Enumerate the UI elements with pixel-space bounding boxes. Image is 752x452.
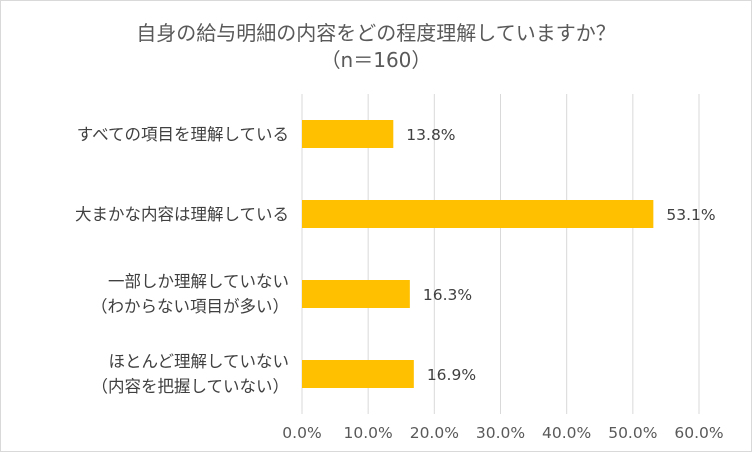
category-label-line: 大まかな内容は理解している <box>74 204 289 224</box>
x-tick-label: 10.0% <box>344 424 393 442</box>
bar <box>302 200 654 228</box>
data-label: 13.8% <box>406 126 455 144</box>
category-label-line: 一部しか理解していない <box>107 272 289 291</box>
category-label-line: すべての項目を理解している <box>76 124 289 144</box>
data-label: 53.1% <box>666 206 715 224</box>
data-label: 16.9% <box>427 366 476 384</box>
chart-title: 自身の給与明細の内容をどの程度理解していますか？ <box>136 21 616 45</box>
chart-subtitle: （n＝160） <box>320 48 432 72</box>
bar <box>302 360 414 388</box>
category-label-line: （内容を把握していない） <box>91 377 289 396</box>
data-label: 16.3% <box>423 286 472 304</box>
bar <box>302 280 410 308</box>
x-tick-label: 40.0% <box>542 424 591 442</box>
x-tick-label: 20.0% <box>410 424 459 442</box>
category-label-line: ほとんど理解していない <box>108 352 289 371</box>
x-tick-label: 0.0% <box>282 424 321 442</box>
bar <box>302 120 394 148</box>
category-label: ほとんど理解していない （内容を把握していない） <box>91 349 289 399</box>
category-label: 大まかな内容は理解している <box>75 202 289 227</box>
x-tick-label: 50.0% <box>608 424 657 442</box>
category-label-line: （わからない項目が多い） <box>91 297 289 316</box>
x-tick-label: 30.0% <box>476 424 525 442</box>
x-tick-label: 60.0% <box>674 424 723 442</box>
category-label: すべての項目を理解している <box>77 122 289 147</box>
category-label: 一部しか理解していない （わからない項目が多い） <box>91 269 289 319</box>
